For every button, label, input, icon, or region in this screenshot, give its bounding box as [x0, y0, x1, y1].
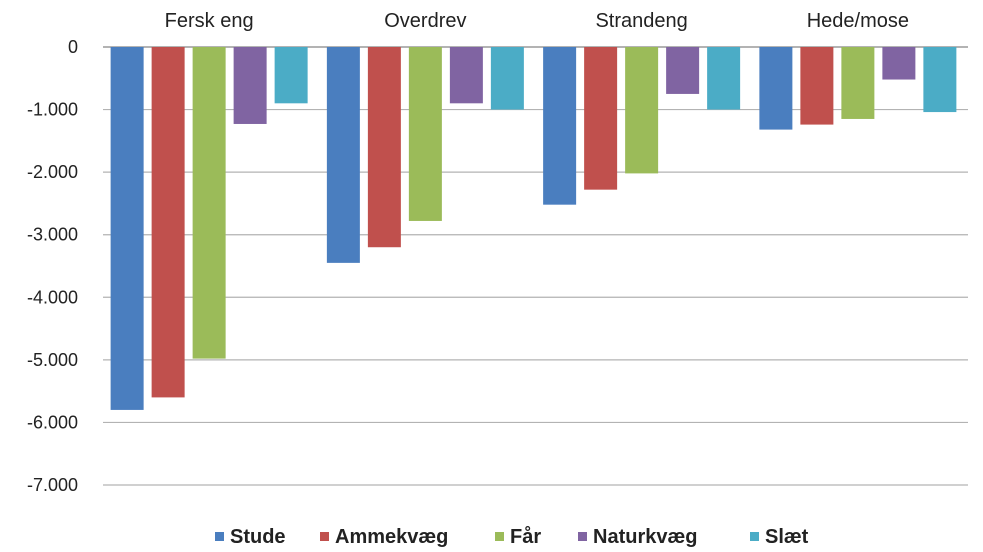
bar — [326, 47, 360, 263]
bar — [449, 47, 483, 104]
y-tick-label: -5.000 — [27, 350, 78, 370]
bar — [923, 47, 957, 113]
gridlines — [103, 46, 968, 486]
bar — [666, 47, 700, 94]
legend-label: Får — [510, 525, 541, 548]
legend-swatch — [495, 532, 504, 541]
legend-label: Naturkvæg — [593, 526, 697, 548]
y-tick-label: -7.000 — [27, 475, 78, 495]
bar — [490, 47, 524, 110]
y-tick-label: -4.000 — [27, 287, 78, 307]
bar — [841, 47, 875, 119]
legend-swatch — [215, 532, 224, 541]
bar — [274, 47, 308, 104]
category-label: Strandeng — [595, 10, 687, 32]
bar — [151, 47, 185, 398]
bar — [800, 47, 834, 125]
bar — [625, 47, 659, 174]
y-tick-label: -2.000 — [27, 162, 78, 182]
bar — [408, 47, 442, 221]
bar — [543, 47, 577, 205]
legend-label: Stude — [230, 526, 286, 548]
legend-swatch — [750, 532, 759, 541]
category-label: Hede/mose — [807, 10, 909, 32]
bar — [882, 47, 916, 80]
legend-swatch — [578, 532, 587, 541]
y-tick-label: -3.000 — [27, 225, 78, 245]
bar — [707, 47, 741, 110]
y-tick-label: -1.000 — [27, 100, 78, 120]
bar — [584, 47, 618, 190]
bar — [110, 47, 144, 410]
bar — [192, 47, 226, 359]
bar — [233, 47, 267, 124]
legend-label: Slæt — [765, 526, 809, 548]
y-tick-label: 0 — [68, 37, 78, 57]
y-axis-tick-labels: 0 -1.000 -2.000 -3.000 -4.000 -5.000 -6.000 -7.… — [27, 37, 78, 495]
legend: Stude Ammekvæg Får Naturkvæg Slæt — [215, 525, 809, 548]
y-tick-label: -6.000 — [27, 412, 78, 432]
category-label: Fersk eng — [165, 10, 254, 32]
bars — [110, 47, 957, 410]
category-labels: Fersk eng Overdrev Strandeng Hede/mose — [165, 10, 909, 32]
category-label: Overdrev — [384, 10, 466, 32]
bar — [759, 47, 793, 130]
bar — [367, 47, 401, 248]
legend-swatch — [320, 532, 329, 541]
legend-label: Ammekvæg — [335, 526, 448, 548]
